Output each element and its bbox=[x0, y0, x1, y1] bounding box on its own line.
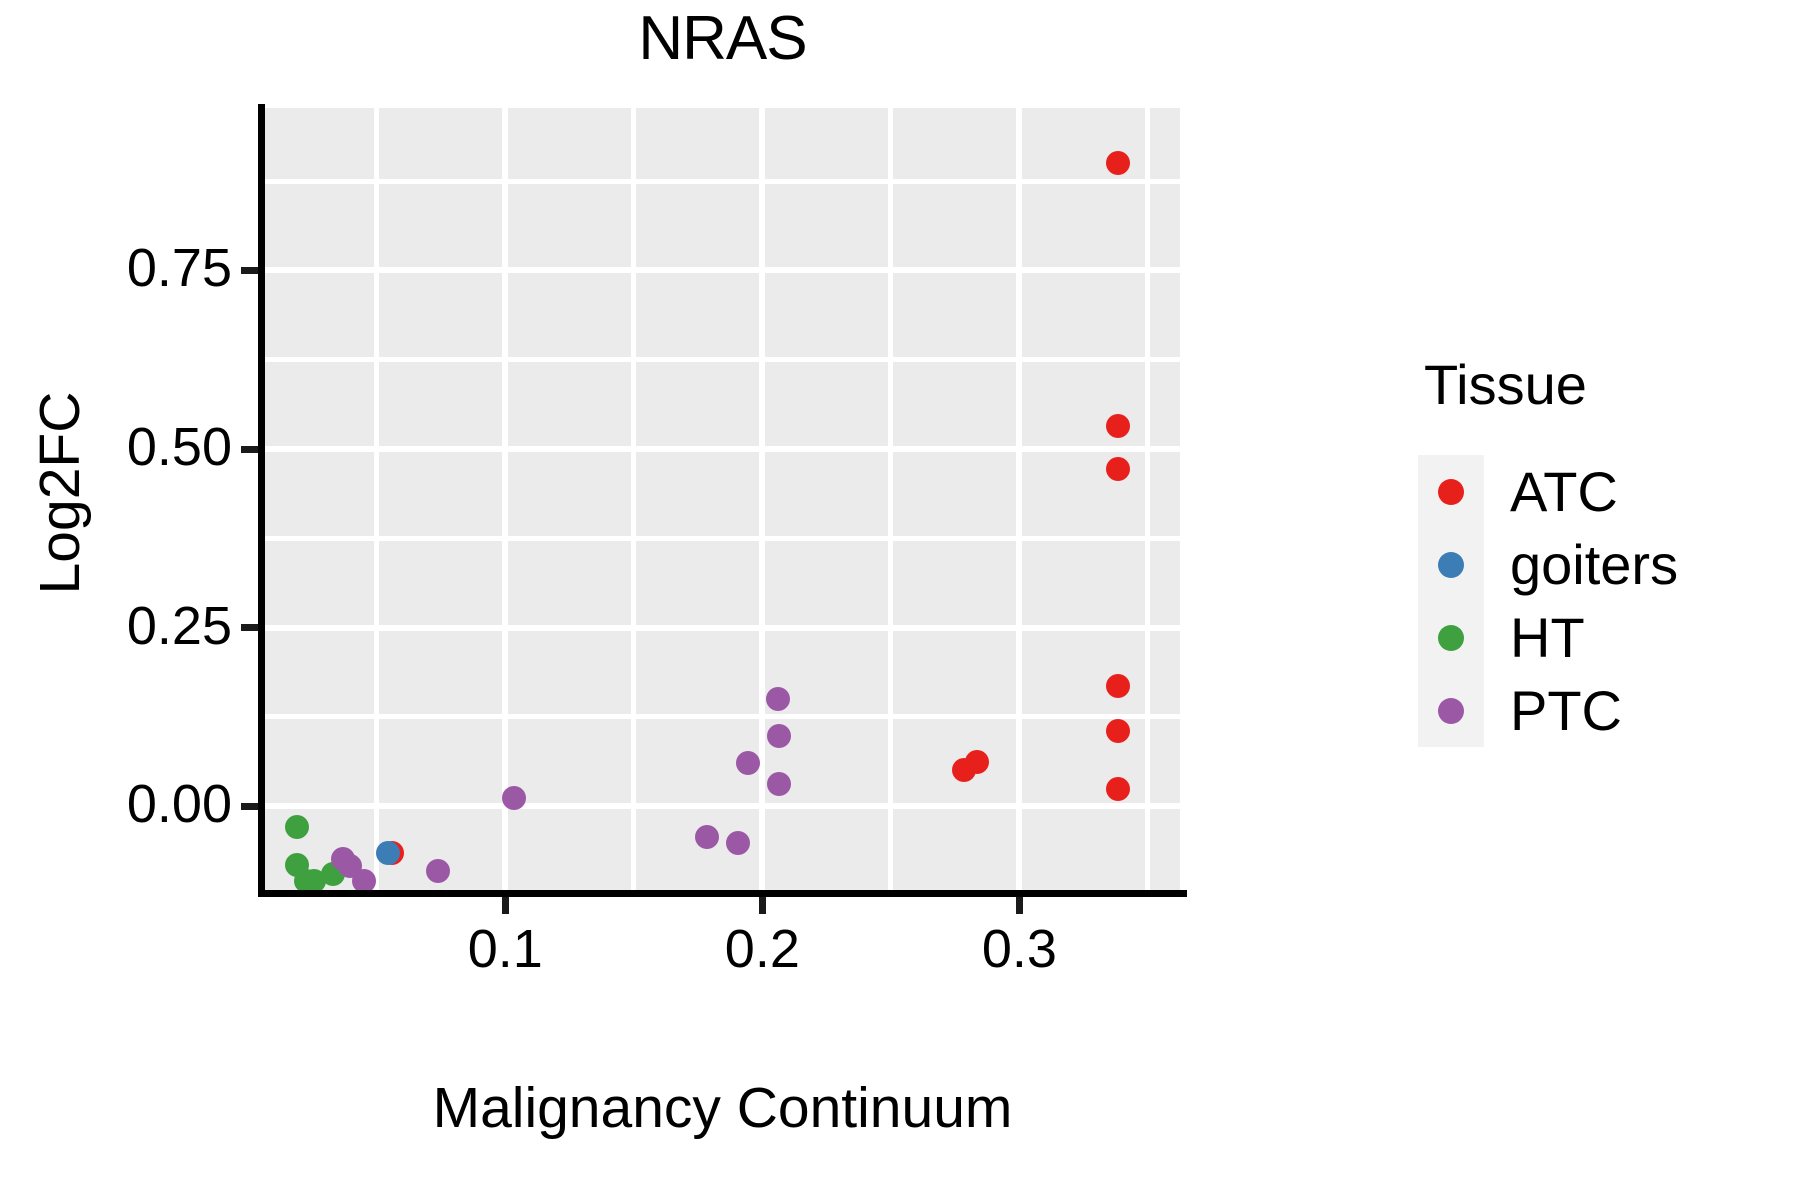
data-point-atc bbox=[1106, 413, 1131, 438]
x-tick-mark bbox=[758, 897, 766, 914]
grid-line-vertical-minor bbox=[631, 108, 637, 890]
grid-line-horizontal bbox=[265, 624, 1180, 631]
y-tick-label: 0.25 bbox=[126, 595, 232, 656]
legend-key-swatch bbox=[1418, 528, 1484, 601]
legend-key-swatch bbox=[1418, 455, 1484, 528]
legend-key-swatch bbox=[1418, 601, 1484, 674]
legend-items: ATC goiters HT PTC bbox=[1418, 455, 1678, 747]
legend-item-label: goiters bbox=[1510, 532, 1679, 596]
data-point-ht bbox=[301, 869, 326, 890]
grid-line-horizontal-minor bbox=[265, 357, 1180, 363]
data-point-ptc bbox=[767, 724, 792, 749]
data-point-ptc bbox=[426, 859, 451, 884]
y-tick-mark bbox=[241, 802, 258, 810]
grid-line-horizontal-minor bbox=[265, 714, 1180, 720]
grid-line-horizontal bbox=[265, 267, 1180, 274]
y-axis-title: Log2FC bbox=[28, 391, 92, 595]
data-point-ptc bbox=[351, 869, 376, 890]
data-point-ptc bbox=[736, 751, 761, 776]
legend-title: Tissue bbox=[1424, 353, 1587, 416]
legend-dot-icon bbox=[1438, 478, 1464, 505]
grid-line-vertical-minor bbox=[374, 108, 380, 890]
y-axis-line bbox=[258, 104, 265, 894]
y-tick-mark bbox=[241, 266, 258, 274]
x-tick-label: 0.1 bbox=[467, 919, 543, 979]
data-point-atc bbox=[1106, 719, 1131, 744]
data-point-goiters bbox=[376, 841, 401, 866]
y-tick-label: 0.50 bbox=[126, 417, 232, 477]
x-axis-line bbox=[258, 890, 1187, 897]
plot-panel bbox=[265, 108, 1180, 890]
legend-dot-icon bbox=[1438, 624, 1464, 651]
x-axis-title: Malignancy Continuum bbox=[432, 1076, 1013, 1140]
y-tick-label: 0.00 bbox=[126, 774, 232, 835]
data-point-ptc bbox=[502, 786, 527, 811]
data-point-ptc bbox=[695, 825, 720, 850]
x-tick-mark bbox=[501, 897, 509, 914]
legend-item-ht[interactable]: HT bbox=[1418, 601, 1678, 674]
grid-line-vertical-minor bbox=[888, 108, 894, 890]
grid-line-horizontal bbox=[265, 803, 1180, 810]
x-tick-mark bbox=[1015, 897, 1023, 914]
grid-line-vertical bbox=[759, 108, 766, 890]
legend-dot-icon bbox=[1438, 551, 1464, 578]
data-point-ht bbox=[285, 814, 310, 839]
grid-line-horizontal-minor bbox=[265, 535, 1180, 541]
grid-line-vertical bbox=[1016, 108, 1023, 890]
x-tick-label: 0.3 bbox=[981, 919, 1057, 979]
data-point-atc bbox=[952, 758, 977, 783]
data-point-atc bbox=[1106, 456, 1131, 481]
grid-line-horizontal-minor bbox=[265, 178, 1180, 184]
legend-item-label: PTC bbox=[1510, 678, 1622, 742]
grid-line-vertical-minor bbox=[1145, 108, 1151, 890]
grid-line-horizontal bbox=[265, 446, 1180, 452]
data-point-ptc bbox=[765, 686, 790, 711]
y-tick-mark bbox=[241, 624, 258, 632]
data-point-atc bbox=[1106, 777, 1131, 802]
grid-line-vertical bbox=[502, 108, 509, 890]
legend-item-label: ATC bbox=[1510, 459, 1618, 523]
chart-title: NRAS bbox=[638, 4, 807, 73]
legend-item-label: HT bbox=[1510, 605, 1585, 669]
data-point-atc bbox=[1106, 151, 1131, 176]
legend-item-atc[interactable]: ATC bbox=[1418, 455, 1678, 528]
data-point-ptc bbox=[725, 830, 750, 855]
legend-item-ptc[interactable]: PTC bbox=[1418, 674, 1678, 747]
legend: Tissue ATC goiters HT PTC bbox=[1418, 352, 1678, 747]
legend-item-goiters[interactable]: goiters bbox=[1418, 528, 1678, 601]
y-tick-label: 0.75 bbox=[126, 238, 232, 299]
data-point-ptc bbox=[767, 771, 792, 796]
legend-dot-icon bbox=[1438, 697, 1464, 724]
legend-key-swatch bbox=[1418, 674, 1484, 747]
data-point-atc bbox=[1106, 674, 1131, 699]
y-tick-mark bbox=[241, 445, 258, 453]
x-tick-label: 0.2 bbox=[724, 919, 800, 979]
